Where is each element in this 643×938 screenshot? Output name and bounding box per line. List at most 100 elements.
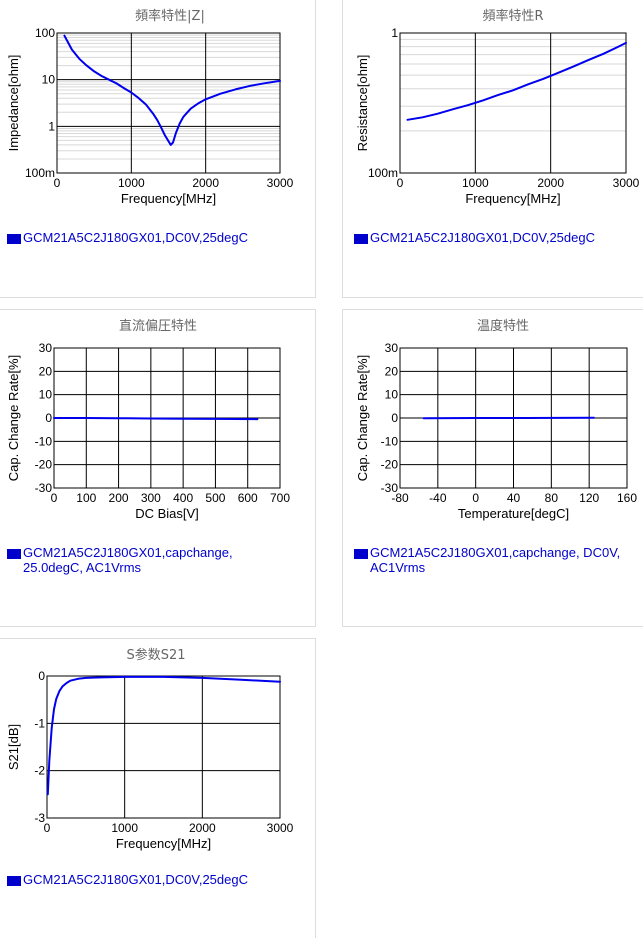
y-axis-label: Cap. Change Rate[%] — [355, 355, 370, 481]
x-tick-label: 0 — [472, 491, 479, 505]
y-tick-label: 10 — [39, 388, 53, 402]
x-tick-label: 500 — [205, 491, 225, 505]
y-axis-label: Resistance[ohm] — [355, 55, 370, 152]
legend-label[interactable]: GCM21A5C2J180GX01,capchange, 25.0degC, A… — [23, 545, 233, 575]
series-line — [406, 41, 627, 121]
x-tick-label: 0 — [397, 176, 404, 190]
y-tick-label: -3 — [34, 811, 45, 825]
y-tick-label: 100m — [368, 166, 398, 180]
x-tick-label: 300 — [141, 491, 161, 505]
dc-bias-chart-panel: 直流偏圧特性 0 100 200 300 400 500 600 700 -30 -20 -10 0 10… — [0, 309, 316, 627]
x-tick-label: 700 — [270, 491, 290, 505]
dc-bias-legend[interactable]: GCM21A5C2J180GX01,capchange, 25.0degC, A… — [7, 545, 307, 579]
x-tick-label: 2000 — [192, 176, 219, 190]
series-line — [46, 675, 281, 796]
y-tick-label: 0 — [391, 411, 398, 425]
legend-swatch — [7, 234, 21, 244]
chart-title: S参数S21 — [126, 647, 185, 663]
chart-title: 頻率特性R — [482, 8, 543, 24]
s21-legend[interactable]: GCM21A5C2J180GX01,DC0V,25degC — [7, 872, 307, 906]
chart-title: 頻率特性|Z| — [135, 8, 205, 24]
legend-swatch — [7, 876, 21, 886]
y-tick-label: 1 — [48, 119, 55, 133]
resistance-chart-panel: 頻率特性R 0 1000 2000 3000 100m 1 Frequency[MHz] Res… — [342, 0, 643, 298]
series-line — [63, 34, 281, 146]
temperature-chart-panel: 温度特性 -80 -40 0 40 80 120 160 -30 -20 -10 0 10 20 30 Tem… — [342, 309, 643, 627]
resistance-chart: 頻率特性R 0 1000 2000 3000 100m 1 Frequency[MHz] Res… — [355, 8, 640, 206]
y-tick-label: 30 — [39, 341, 53, 355]
x-tick-label: 0 — [44, 821, 51, 835]
impedance-chart: 頻率特性|Z| 0 1000 2000 3000 100m 1 10 100 Frequency[… — [6, 8, 294, 206]
chart-title: 温度特性 — [477, 318, 529, 334]
y-tick-label: 0 — [45, 411, 52, 425]
s21-chart-panel: S参数S21 0 1000 2000 3000 -3 -2 -1 0 Frequency[MHz]… — [0, 638, 316, 938]
legend-label[interactable]: GCM21A5C2J180GX01,capchange, DC0V, AC1Vr… — [370, 545, 621, 575]
legend-swatch — [354, 234, 368, 244]
y-tick-label: 10 — [42, 73, 56, 87]
y-tick-label: 100m — [25, 166, 55, 180]
y-tick-label: -2 — [34, 764, 45, 778]
x-tick-label: 2000 — [189, 821, 216, 835]
x-tick-label: 0 — [54, 176, 61, 190]
x-tick-label: 40 — [507, 491, 521, 505]
plot-area — [57, 33, 280, 173]
x-tick-label: 80 — [545, 491, 559, 505]
legend-label[interactable]: GCM21A5C2J180GX01,DC0V,25degC — [370, 230, 595, 245]
x-tick-label: 120 — [579, 491, 599, 505]
y-tick-label: -30 — [35, 481, 53, 495]
x-tick-label: 3000 — [267, 176, 294, 190]
impedance-legend[interactable]: GCM21A5C2J180GX01,DC0V,25degC — [7, 230, 307, 264]
x-axis-label: DC Bias[V] — [135, 506, 199, 521]
dc-bias-chart: 直流偏圧特性 0 100 200 300 400 500 600 700 -30 -20 -10 0 10… — [6, 319, 290, 521]
legend-label[interactable]: GCM21A5C2J180GX01,DC0V,25degC — [23, 230, 248, 245]
x-axis-label: Frequency[MHz] — [121, 191, 216, 206]
x-tick-label: 1000 — [462, 176, 489, 190]
x-tick-label: 1000 — [118, 176, 145, 190]
x-axis-label: Frequency[MHz] — [116, 836, 211, 851]
y-tick-label: 30 — [385, 341, 399, 355]
resistance-legend[interactable]: GCM21A5C2J180GX01,DC0V,25degC — [354, 230, 643, 264]
y-tick-label: -20 — [381, 458, 399, 472]
x-tick-label: -40 — [429, 491, 447, 505]
y-axis-label: Impedance[ohm] — [6, 55, 21, 152]
y-tick-label: -30 — [381, 481, 399, 495]
impedance-chart-panel: 頻率特性|Z| 0 1000 2000 3000 100m 1 10 100 Frequency[… — [0, 0, 316, 298]
chart-title: 直流偏圧特性 — [119, 319, 197, 334]
y-tick-label: 10 — [385, 388, 399, 402]
y-tick-label: -1 — [34, 716, 45, 730]
legend-swatch — [7, 549, 21, 559]
series-line — [53, 417, 259, 421]
x-tick-label: 200 — [109, 491, 129, 505]
x-tick-label: 1000 — [111, 821, 138, 835]
y-tick-label: -20 — [35, 458, 53, 472]
y-tick-label: 0 — [38, 669, 45, 683]
plot-frame — [399, 32, 627, 174]
legend-label[interactable]: GCM21A5C2J180GX01,DC0V,25degC — [23, 872, 248, 887]
plot-frame — [399, 347, 628, 489]
x-tick-label: 100 — [76, 491, 96, 505]
y-axis-label: S21[dB] — [6, 724, 21, 770]
plot-frame — [56, 32, 281, 174]
y-tick-label: 1 — [391, 26, 398, 40]
x-axis-label: Frequency[MHz] — [465, 191, 560, 206]
x-tick-label: 160 — [617, 491, 637, 505]
y-tick-label: 20 — [39, 364, 53, 378]
y-tick-label: -10 — [35, 434, 53, 448]
x-tick-label: 0 — [51, 491, 58, 505]
temperature-legend[interactable]: GCM21A5C2J180GX01,capchange, DC0V, AC1Vr… — [354, 545, 643, 579]
y-tick-label: 100 — [35, 26, 55, 40]
x-tick-label: 3000 — [267, 821, 294, 835]
s21-chart: S参数S21 0 1000 2000 3000 -3 -2 -1 0 Frequency[MHz]… — [6, 647, 294, 851]
x-tick-label: 2000 — [537, 176, 564, 190]
y-tick-label: 20 — [385, 364, 399, 378]
y-axis-label: Cap. Change Rate[%] — [6, 355, 21, 481]
plot-area — [400, 33, 626, 173]
x-axis-label: Temperature[degC] — [458, 506, 569, 521]
x-tick-label: 3000 — [613, 176, 640, 190]
x-tick-label: 400 — [173, 491, 193, 505]
x-tick-label: 600 — [238, 491, 258, 505]
temperature-chart: 温度特性 -80 -40 0 40 80 120 160 -30 -20 -10 0 10 20 30 Tem… — [355, 318, 637, 521]
y-tick-label: -10 — [381, 434, 399, 448]
plot-area — [47, 676, 280, 818]
x-tick-label: -80 — [391, 491, 409, 505]
